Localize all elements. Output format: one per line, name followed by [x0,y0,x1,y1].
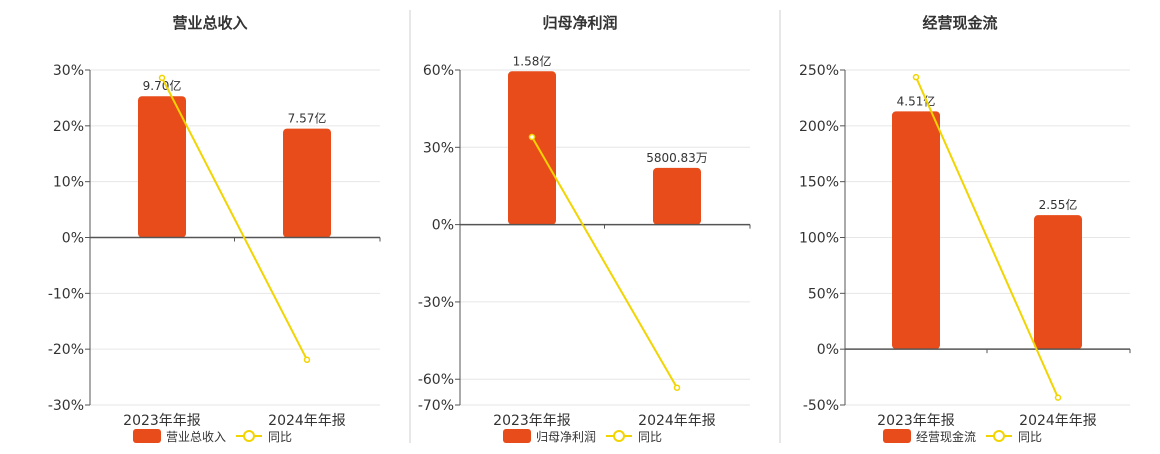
yoy-line [161,77,308,361]
legend-line-label: 同比 [268,430,292,444]
yoy-point [912,73,920,81]
yoy-point [673,384,681,391]
bar-data-label: 9.70亿 [143,78,182,93]
y-tick-label: 20% [53,119,84,135]
y-tick-label: 30% [423,140,454,156]
bar [508,71,556,225]
y-tick-label: -60% [418,372,454,388]
legend-bar-label: 营业总收入 [166,430,226,444]
y-tick-label: -30% [418,295,454,311]
y-tick-label: 30% [53,63,84,79]
y-tick-label: 200% [799,119,839,135]
y-tick-label: 50% [808,286,839,302]
y-tick-label: -20% [48,342,84,358]
x-category-label: 2024年年报 [638,413,716,429]
y-tick-label: -70% [418,398,454,414]
bar-data-label: 7.57亿 [288,111,327,126]
y-tick-label: 100% [799,231,839,247]
y-tick-label: 0% [432,218,454,234]
legend-line-marker [613,430,625,442]
chart-title: 经营现金流 [922,14,997,32]
bar [892,111,940,350]
bar-data-label: 2.55亿 [1039,197,1078,212]
x-category-label: 2023年年报 [493,413,571,429]
y-tick-label: 250% [799,63,839,79]
chart-title: 归母净利润 [542,14,617,32]
x-category-label: 2023年年报 [123,413,201,429]
legend-line-label: 同比 [638,430,662,444]
legend-line-marker [993,430,1005,442]
yoy-line [915,76,1059,399]
chart-title: 营业总收入 [172,14,247,32]
yoy-point [528,133,536,141]
bar [1034,215,1082,350]
y-tick-label: 150% [799,175,839,191]
legend-bar-label: 归母净利润 [536,430,596,444]
y-tick-label: -50% [803,398,839,414]
legend-bar-swatch [883,429,911,443]
legend-line-marker [243,430,255,442]
legend-bar-swatch [133,429,161,443]
legend-line-label: 同比 [1018,430,1042,444]
x-category-label: 2024年年报 [268,413,346,429]
bar [138,96,186,238]
bar-data-label: 1.58亿 [513,53,552,68]
x-category-label: 2024年年报 [1019,413,1097,429]
yoy-point [158,74,166,82]
bar-data-label: 5800.83万 [646,151,708,165]
x-category-label: 2023年年报 [877,413,955,429]
yoy-point [303,356,311,364]
y-tick-label: 10% [53,175,84,191]
legend-bar-swatch [503,429,531,443]
y-tick-label: -30% [48,398,84,414]
y-tick-label: 0% [62,231,84,247]
legend-bar-label: 经营现金流 [916,429,976,444]
yoy-line [531,136,678,389]
y-tick-label: -10% [48,286,84,302]
bar [283,128,331,238]
y-tick-label: 0% [817,342,839,358]
bar [653,167,701,225]
y-tick-label: 60% [423,63,454,79]
yoy-point [1054,394,1062,401]
